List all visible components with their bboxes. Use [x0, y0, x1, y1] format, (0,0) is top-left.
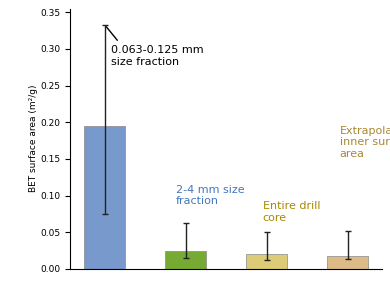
Text: Entire drill
core: Entire drill core — [263, 201, 320, 223]
Text: 2-4 mm size
fraction: 2-4 mm size fraction — [176, 184, 245, 206]
Bar — [328, 256, 368, 269]
Text: Extrapolated
inner surface
area: Extrapolated inner surface area — [340, 126, 390, 159]
Bar — [246, 254, 287, 269]
Text: 0.063-0.125 mm
size fraction: 0.063-0.125 mm size fraction — [106, 27, 204, 67]
Y-axis label: BET surface area (m²/g): BET surface area (m²/g) — [28, 85, 37, 192]
Bar — [165, 251, 206, 269]
Bar — [84, 126, 125, 269]
